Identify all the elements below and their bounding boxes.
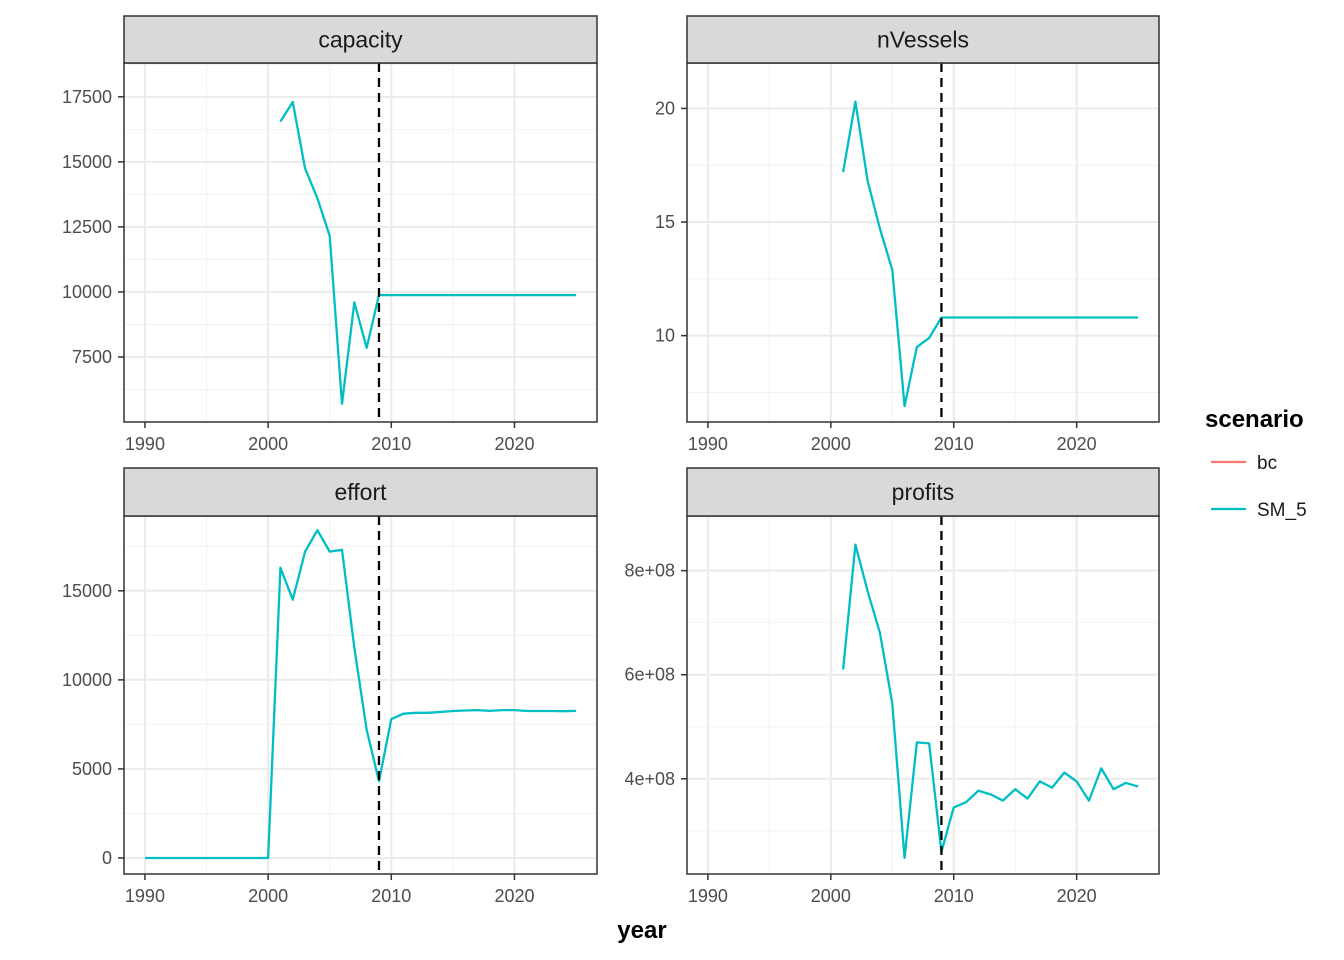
y-tick-label: 6e+08 xyxy=(624,665,675,685)
x-tick-label: 1990 xyxy=(688,434,728,454)
y-tick-label: 4e+08 xyxy=(624,769,675,789)
y-tick-label: 15000 xyxy=(62,581,112,601)
strip-background xyxy=(123,15,598,64)
legend-label-sm-5: SM_5 xyxy=(1257,500,1307,521)
x-tick-label: 2020 xyxy=(1057,434,1097,454)
x-tick-label: 1990 xyxy=(688,886,728,906)
x-tick-label: 2010 xyxy=(371,886,411,906)
x-tick-label: 2000 xyxy=(811,886,851,906)
strip-background xyxy=(686,15,1160,64)
x-tick-label: 2000 xyxy=(811,434,851,454)
strip-label-effort: effort xyxy=(335,479,388,505)
x-tick-label: 1990 xyxy=(125,886,165,906)
strip-background xyxy=(123,467,598,517)
y-tick-label: 10000 xyxy=(62,670,112,690)
y-tick-label: 7500 xyxy=(72,347,112,367)
series-line-sm-5 xyxy=(279,100,577,405)
plot-background xyxy=(687,63,1159,422)
y-tick-label: 5000 xyxy=(72,759,112,779)
x-tick-label: 1990 xyxy=(125,434,165,454)
y-tick-label: 10000 xyxy=(62,282,112,302)
panel-capacity: capacity 1990 2000 2010 2020 7500 10000 12500 15… xyxy=(62,15,598,454)
x-axis-title: year xyxy=(617,917,666,944)
legend: scenario bc SM_5 xyxy=(1205,406,1307,521)
y-tick-label: 15 xyxy=(655,212,675,232)
x-tick-label: 2020 xyxy=(494,886,534,906)
y-tick-label: 0 xyxy=(102,848,112,868)
y-tick-label: 17500 xyxy=(62,87,112,107)
strip-label-capacity: capacity xyxy=(318,27,403,53)
x-tick-label: 2010 xyxy=(934,434,974,454)
panel-effort: effort 1990 2000 2010 2020 0 5000 10000 15000 xyxy=(62,467,598,906)
legend-title: scenario xyxy=(1205,406,1304,433)
y-tick-label: 10 xyxy=(655,326,675,346)
strip-background xyxy=(686,467,1160,517)
x-tick-label: 2020 xyxy=(494,434,534,454)
plot-background xyxy=(687,516,1159,874)
strip-label-profits: profits xyxy=(892,479,955,505)
y-tick-label: 8e+08 xyxy=(624,561,675,581)
y-tick-label: 20 xyxy=(655,98,675,118)
panel-nvessels: nVessels 1990 2000 2010 2020 10 15 20 xyxy=(655,15,1160,454)
series-line-sm-5 xyxy=(841,100,1139,408)
legend-label-bc: bc xyxy=(1257,453,1277,474)
x-tick-label: 2000 xyxy=(248,886,288,906)
strip-label-nvessels: nVessels xyxy=(877,27,969,53)
y-tick-label: 12500 xyxy=(62,217,112,237)
y-tick-label: 15000 xyxy=(62,152,112,172)
x-tick-label: 2020 xyxy=(1057,886,1097,906)
x-tick-label: 2010 xyxy=(934,886,974,906)
panel-profits: profits 1990 2000 2010 2020 4e+08 6e+08 8e+08 xyxy=(624,467,1160,906)
x-tick-label: 2000 xyxy=(248,434,288,454)
x-tick-label: 2010 xyxy=(371,434,411,454)
series-line-sm-5 xyxy=(144,529,577,860)
series-line-sm-5 xyxy=(841,543,1139,860)
plot-background xyxy=(124,63,597,422)
